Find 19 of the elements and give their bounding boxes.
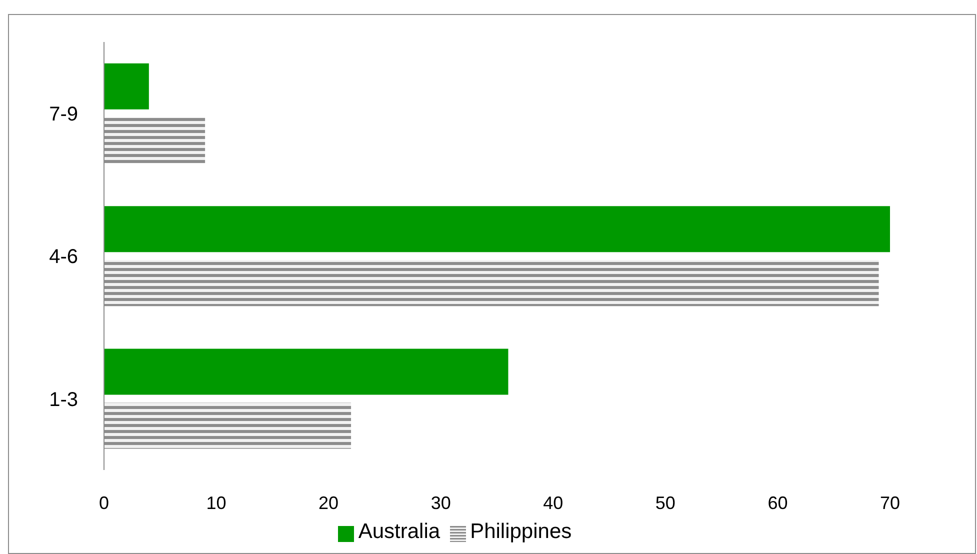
bar bbox=[104, 402, 352, 449]
x-tick-label: 10 bbox=[206, 492, 226, 513]
legend-label: Philippines bbox=[470, 520, 572, 543]
x-tick-label: 70 bbox=[880, 492, 900, 513]
bar bbox=[104, 348, 508, 395]
x-tick-label: 0 bbox=[98, 492, 110, 513]
x-tick-label: 50 bbox=[655, 492, 676, 513]
y-tick-label: 1-3 bbox=[49, 388, 78, 411]
legend-label: Australia bbox=[358, 520, 440, 543]
bar bbox=[104, 63, 149, 110]
x-tick-label: 20 bbox=[318, 492, 339, 513]
bar bbox=[104, 117, 206, 164]
bar bbox=[104, 260, 879, 306]
y-tick-label: 7-9 bbox=[49, 103, 78, 126]
x-tick-label: 30 bbox=[430, 492, 451, 513]
y-tick-label: 4-6 bbox=[49, 246, 78, 268]
bar bbox=[104, 206, 890, 252]
x-tick-label: 40 bbox=[543, 492, 564, 513]
x-tick-label: 60 bbox=[768, 492, 788, 513]
